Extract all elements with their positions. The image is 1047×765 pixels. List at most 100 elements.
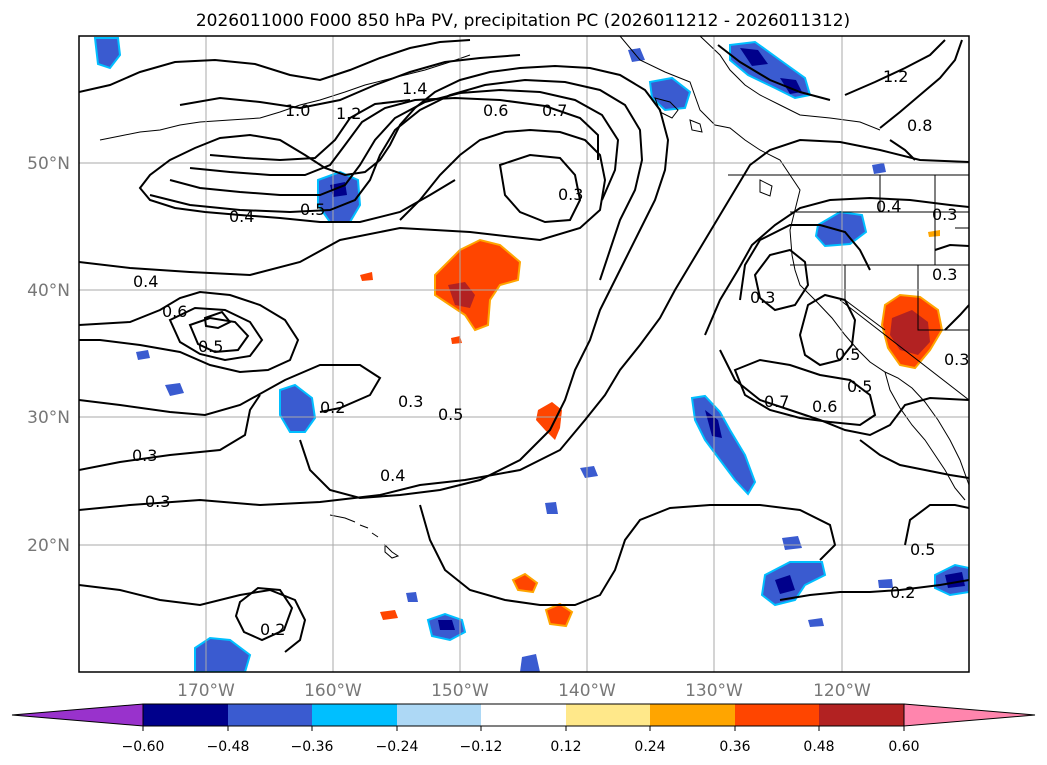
precip-area: [194, 636, 252, 672]
pv-contour: [739, 224, 871, 301]
colorbar-segment: [819, 704, 904, 726]
precip-area: [872, 163, 886, 174]
colorbar-tick-label: 0.36: [719, 739, 750, 755]
colorbar-segment: [143, 704, 228, 726]
contour-label: 0.5: [847, 377, 872, 396]
precip-area: [380, 610, 398, 620]
pv-contour: [798, 293, 857, 367]
precip-area: [760, 561, 827, 607]
pv-contour: [879, 39, 963, 129]
precip-area: [406, 592, 418, 602]
contour-label: 0.5: [300, 200, 325, 219]
precip-area: [434, 238, 522, 332]
precip-area: [740, 48, 768, 66]
pv-contour: [704, 196, 969, 336]
precip-area: [690, 394, 757, 496]
contour-label: 0.5: [910, 540, 935, 559]
precip-area: [628, 48, 645, 62]
contour-label: 0.7: [764, 392, 789, 411]
colorbar-extend-max: [903, 703, 1036, 727]
precip-area: [136, 350, 150, 360]
map-frame: [78, 35, 970, 673]
pv-contour: [719, 349, 969, 437]
contour-label: 0.6: [162, 302, 187, 321]
precip-area: [580, 466, 598, 478]
precip-area: [165, 383, 184, 396]
contour-label: 0.8: [907, 116, 932, 135]
pv-contour: [733, 358, 877, 427]
pv-contour: [944, 304, 969, 331]
pv-contour: [717, 44, 831, 101]
precip-area: [93, 37, 122, 70]
contour-label: 0.2: [260, 620, 285, 639]
colorbar-segment: [650, 704, 735, 726]
pv-contour: [844, 39, 946, 96]
pv-contour: [419, 504, 837, 606]
coastline-aleutians: [99, 54, 471, 141]
colorbar-ticks: [142, 726, 905, 731]
lon-axis: 170°W 160°W 150°W 140°W 130°W 120°W: [177, 681, 871, 701]
pv-contour: [79, 39, 471, 93]
contour-label: 0.3: [932, 205, 957, 224]
colorbar-extend-min: [11, 703, 144, 727]
contour-label: 0.4: [876, 197, 901, 216]
pv-contour: [189, 96, 599, 176]
contour-label: 0.5: [438, 405, 463, 424]
colorbar-frame: [142, 703, 905, 727]
contour-label: 1.4: [402, 79, 427, 98]
contour-label: 1.2: [336, 104, 361, 123]
precip-area: [545, 502, 558, 514]
pv-contour: [138, 64, 670, 500]
colorbar-tick-label: 0.60: [888, 739, 919, 755]
contour-label: 0.3: [944, 350, 969, 369]
contour-label: 0.2: [890, 583, 915, 602]
colorbar-tick-label: −0.12: [460, 739, 503, 755]
pv-contour: [188, 316, 250, 354]
lon-label: 130°W: [685, 681, 743, 701]
contour-label: 0.4: [229, 207, 254, 226]
pv-contour: [168, 306, 264, 362]
contour-label: 0.5: [835, 345, 860, 364]
lon-label: 150°W: [431, 681, 489, 701]
pv-contour: [149, 78, 644, 281]
contour-label: 0.3: [932, 265, 957, 284]
pv-contour: [779, 579, 969, 601]
colorbar-segment: [735, 704, 819, 726]
pv-contour: [79, 290, 300, 374]
contour-label: 0.3: [132, 446, 157, 465]
colorbar-segment: [481, 704, 566, 726]
precip-shading: [93, 37, 969, 672]
lat-label: 20°N: [27, 536, 70, 556]
colorbar: −0.60 −0.48 −0.36 −0.24 −0.12 0.12 0.24 …: [11, 703, 1036, 755]
colorbar-tick-label: −0.24: [376, 739, 419, 755]
lat-axis: 50°N 40°N 30°N 20°N: [27, 154, 70, 556]
pv-contour: [859, 439, 969, 479]
contour-label: 0.3: [750, 288, 775, 307]
coastline-north-america: [619, 36, 969, 486]
pv-contour: [753, 248, 810, 312]
colorbar-tick-label: −0.60: [122, 739, 165, 755]
precip-area: [536, 402, 562, 440]
contour-label: 0.3: [145, 492, 170, 511]
lat-label: 50°N: [27, 154, 70, 174]
contour-label-group: 1.0 1.2 1.4 0.6 0.7 1.2 0.8 0.5 0.4 0.3 …: [132, 67, 969, 639]
pv-contour: [79, 394, 261, 471]
colorbar-segment: [397, 704, 481, 726]
colorbar-tick-label: 0.24: [634, 739, 665, 755]
pv-contour: [79, 364, 382, 417]
pv-contour: [209, 99, 411, 162]
contour-label: 0.4: [380, 466, 405, 485]
graticule: [79, 36, 969, 672]
precip-area: [448, 282, 475, 308]
pv-contour: [79, 584, 307, 653]
map-panel: 1.0 1.2 1.4 0.6 0.7 1.2 0.8 0.5 0.4 0.3 …: [27, 35, 970, 701]
lat-label: 30°N: [27, 408, 70, 428]
contour-label: 0.4: [133, 272, 158, 291]
lon-label: 120°W: [813, 681, 871, 701]
pv-contour: [169, 88, 620, 201]
lon-label: 160°W: [304, 681, 362, 701]
colorbar-tick-label: 0.48: [803, 739, 834, 755]
contour-label: 0.3: [558, 185, 583, 204]
contour-label: 0.3: [398, 392, 423, 411]
pv-contour: [498, 153, 582, 224]
